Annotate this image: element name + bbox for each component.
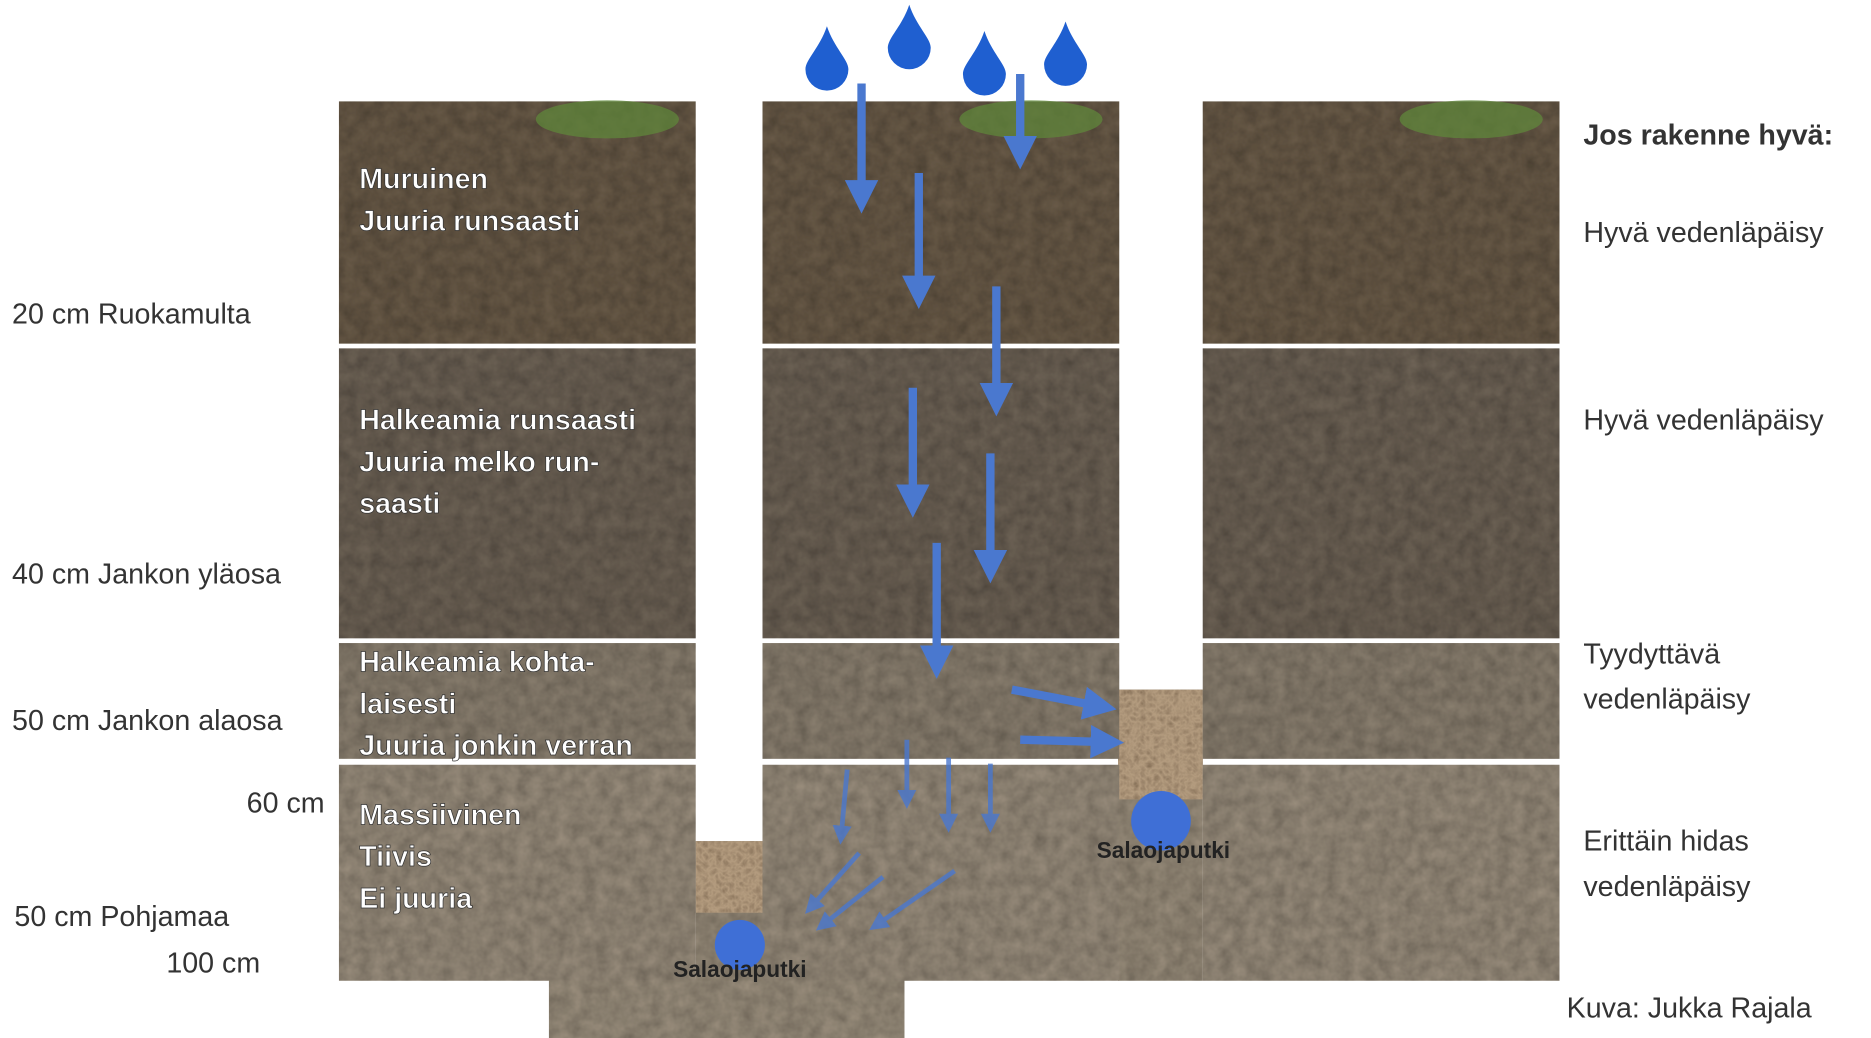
water-drop	[962, 31, 1006, 96]
gravel	[695, 841, 763, 913]
soil-layer	[1202, 101, 1560, 344]
soil-layer	[338, 348, 696, 639]
drain-pipe	[714, 919, 765, 970]
soil-layer	[338, 643, 696, 759]
trench-floor	[548, 978, 905, 1038]
permeability: vedenläpäisy	[1583, 684, 1751, 716]
water-drop	[1044, 21, 1088, 86]
pipe-label: Salaojaputki	[673, 956, 806, 982]
permeability: Tyydyttävä	[1583, 638, 1720, 670]
water-arrow	[869, 869, 956, 931]
depth-label: 20 cm Ruokamulta	[12, 298, 251, 330]
labels: 20 cm Ruokamulta 40 cm Jankon yläosa 50 cm…	[12, 119, 1833, 1024]
layer-note: Juuria melko run-	[359, 446, 599, 478]
soil-layer	[338, 101, 696, 344]
water-arrows	[805, 4, 1125, 931]
depth-label: 60 cm	[247, 788, 325, 820]
soil-layer	[762, 764, 1120, 981]
water-arrow	[805, 851, 861, 914]
credit: Kuva: Jukka Rajala	[1567, 993, 1812, 1025]
layer-note: laisesti	[359, 688, 456, 720]
layer-note: Massiivinen	[359, 799, 521, 831]
right-heading: Jos rakenne hyvä:	[1583, 119, 1833, 151]
permeability: Hyvä vedenläpäisy	[1583, 217, 1824, 249]
depth-label: 40 cm Jankon yläosa	[12, 558, 281, 590]
depth-label: 50 cm Pohjamaa	[14, 901, 229, 933]
soil-layer	[1202, 643, 1560, 759]
soil-panels	[338, 100, 1560, 1038]
layer-note: saasti	[359, 488, 440, 520]
layer-note: Juuria jonkin verran	[359, 730, 633, 762]
water-arrow	[1011, 685, 1117, 720]
permeability: Hyvä vedenläpäisy	[1583, 405, 1824, 437]
permeability: Erittäin hidas	[1583, 826, 1748, 858]
layer-note: Halkeamia kohta-	[359, 647, 594, 679]
water-arrow	[815, 875, 885, 931]
grass	[1399, 100, 1543, 139]
water-arrow	[1020, 724, 1125, 759]
depth-label: 50 cm Jankon alaosa	[12, 705, 283, 737]
pipe-label: Salaojaputki	[1097, 837, 1230, 863]
gravel	[1118, 689, 1203, 800]
grass	[535, 100, 679, 139]
soil-layer	[762, 101, 1120, 344]
drain-pipe	[1131, 791, 1191, 851]
grass	[959, 100, 1103, 139]
permeability: vedenläpäisy	[1583, 871, 1751, 903]
soil-layer	[1202, 348, 1560, 639]
soil-layer	[1202, 764, 1560, 981]
layer-note: Muruinen	[359, 164, 488, 196]
layer-note: Halkeamia runsaasti	[359, 405, 636, 437]
layer-note: Juuria runsaasti	[359, 205, 580, 237]
water-drop	[805, 26, 849, 91]
water-drop	[887, 4, 931, 70]
layer-note: Ei juuria	[359, 883, 473, 915]
depth-label: 100 cm	[166, 947, 260, 979]
water-arrow	[832, 769, 852, 845]
soil-layer	[338, 764, 696, 981]
layer-note: Tiivis	[359, 841, 432, 873]
